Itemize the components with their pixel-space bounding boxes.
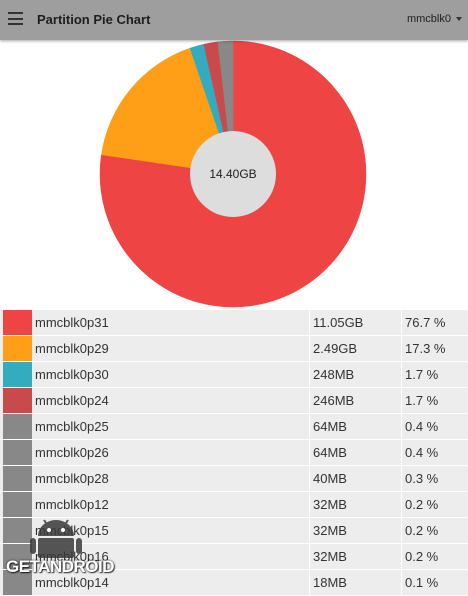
column-divider: [309, 336, 310, 361]
menu-icon[interactable]: [8, 12, 23, 25]
column-divider: [401, 492, 402, 517]
page-title: Partition Pie Chart: [37, 12, 151, 27]
partition-size: 64MB: [313, 445, 347, 460]
partition-row[interactable]: mmcblk0p28 40MB 0.3 %: [0, 466, 468, 492]
partition-percent: 17.3 %: [405, 341, 446, 356]
color-swatch: [3, 492, 32, 517]
partition-row[interactable]: mmcblk0p31 11.05GB 76.7 %: [0, 310, 468, 336]
android-logo-icon: [30, 519, 82, 558]
partition-size: 18MB: [313, 575, 347, 590]
column-divider: [309, 492, 310, 517]
column-divider: [401, 414, 402, 439]
color-swatch: [3, 440, 32, 465]
partition-name: mmcblk0p24: [35, 393, 109, 408]
partition-percent: 0.1 %: [405, 575, 439, 590]
column-divider: [309, 388, 310, 413]
column-divider: [401, 336, 402, 361]
partition-size: 11.05GB: [313, 315, 364, 330]
color-swatch: [3, 388, 32, 413]
partition-size: 246MB: [313, 393, 355, 408]
column-divider: [309, 414, 310, 439]
partition-name: mmcblk0p12: [35, 497, 109, 512]
color-swatch: [3, 336, 32, 361]
caret-down-icon: [456, 17, 462, 22]
partition-row[interactable]: mmcblk0p25 64MB 0.4 %: [0, 414, 468, 440]
pie-center-label: 14.40GB: [209, 167, 256, 181]
pie-slice-mmcblk0p29[interactable]: [101, 47, 234, 175]
partition-row[interactable]: mmcblk0p29 2.49GB 17.3 %: [0, 336, 468, 362]
color-swatch: [3, 518, 32, 543]
partition-size: 248MB: [313, 367, 355, 382]
column-divider: [401, 466, 402, 491]
column-divider: [401, 310, 402, 335]
partition-percent: 0.4 %: [405, 419, 439, 434]
pie-center-hole: [190, 131, 276, 217]
column-divider: [309, 544, 310, 569]
partition-size: 32MB: [313, 523, 347, 538]
app-bar: Partition Pie Chart mmcblk0: [0, 0, 468, 40]
column-divider: [309, 518, 310, 543]
partition-name: mmcblk0p31: [35, 315, 109, 330]
column-divider: [401, 544, 402, 569]
partition-row[interactable]: mmcblk0p24 246MB 1.7 %: [0, 388, 468, 414]
color-swatch: [3, 310, 32, 335]
pie-slice-mmcblk0p14[interactable]: [231, 40, 234, 175]
watermark: GETANDROID: [4, 514, 116, 580]
partition-percent: 1.7 %: [405, 393, 439, 408]
color-swatch: [3, 466, 32, 491]
column-divider: [401, 362, 402, 387]
partition-percent: 76.7 %: [405, 315, 446, 330]
column-divider: [401, 570, 402, 595]
partition-size: 40MB: [313, 471, 347, 486]
color-swatch: [3, 544, 32, 569]
partition-percent: 0.2 %: [405, 523, 439, 538]
column-divider: [309, 310, 310, 335]
color-swatch: [3, 362, 32, 387]
device-dropdown[interactable]: mmcblk0: [407, 13, 462, 25]
partition-percent: 0.3 %: [405, 471, 439, 486]
partition-size: 32MB: [313, 549, 347, 564]
column-divider: [401, 388, 402, 413]
partition-size: 64MB: [313, 419, 347, 434]
partition-name: mmcblk0p30: [35, 367, 109, 382]
partition-percent: 1.7 %: [405, 367, 439, 382]
partition-percent: 0.2 %: [405, 497, 439, 512]
column-divider: [309, 440, 310, 465]
device-dropdown-label: mmcblk0: [406, 13, 451, 25]
column-divider: [401, 440, 402, 465]
partition-row[interactable]: mmcblk0p30 248MB 1.7 %: [0, 362, 468, 388]
partition-name: mmcblk0p25: [35, 419, 109, 434]
partition-percent: 0.2 %: [405, 549, 439, 564]
column-divider: [309, 362, 310, 387]
partition-percent: 0.4 %: [405, 445, 439, 460]
watermark-text: GETANDROID: [6, 557, 115, 576]
column-divider: [401, 518, 402, 543]
partition-pie-chart: 14.40GB: [99, 40, 367, 308]
partition-size: 32MB: [313, 497, 347, 512]
column-divider: [309, 570, 310, 595]
partition-name: mmcblk0p29: [35, 341, 109, 356]
color-swatch: [3, 414, 32, 439]
partition-name: mmcblk0p28: [35, 471, 109, 486]
partition-size: 2.49GB: [313, 341, 358, 356]
partition-name: mmcblk0p26: [35, 445, 109, 460]
partition-row[interactable]: mmcblk0p12 32MB 0.2 %: [0, 492, 468, 518]
partition-row[interactable]: mmcblk0p26 64MB 0.4 %: [0, 440, 468, 466]
column-divider: [309, 466, 310, 491]
